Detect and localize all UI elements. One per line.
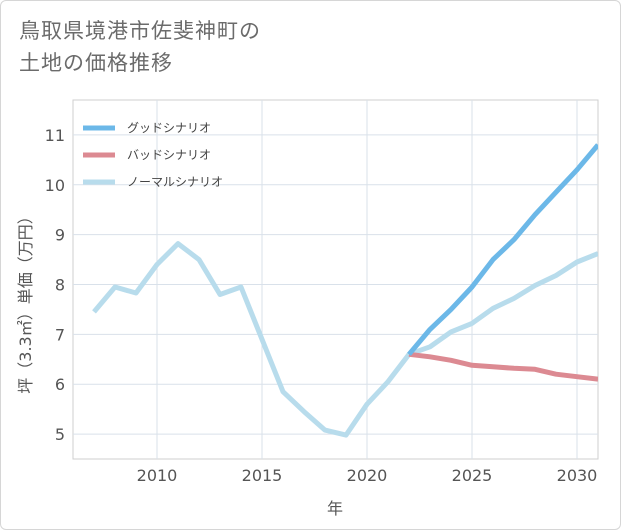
x-tick-label: 2025 bbox=[452, 466, 493, 485]
y-tick-labels: 5 6 7 8 9 10 11 bbox=[45, 126, 65, 444]
y-tick-label: 6 bbox=[55, 375, 65, 394]
y-axis-label: 坪（3.3㎡）単価（万円） bbox=[16, 208, 35, 393]
y-tick-label: 7 bbox=[55, 325, 65, 344]
y-tick-label: 5 bbox=[55, 425, 65, 444]
x-tick-labels: 2010 2015 2020 2025 2030 bbox=[137, 466, 598, 485]
series-line-1 bbox=[408, 351, 598, 382]
chart-title: 鳥取県境港市佐斐神町の 土地の価格推移 bbox=[19, 15, 439, 79]
legend-label-2: ノーマルシナリオ bbox=[127, 175, 223, 189]
x-tick-label: 2010 bbox=[137, 466, 178, 485]
x-tick-label: 2030 bbox=[557, 466, 598, 485]
y-tick-label: 8 bbox=[55, 275, 65, 294]
legend-label-1: バッドシナリオ bbox=[127, 148, 211, 162]
series-line-2 bbox=[92, 241, 598, 438]
y-tick-label: 10 bbox=[45, 176, 65, 195]
title-line-1: 鳥取県境港市佐斐神町の bbox=[19, 19, 261, 43]
series-lines bbox=[92, 143, 598, 438]
plot-area bbox=[72, 99, 599, 460]
grid-lines bbox=[73, 100, 598, 459]
legend-label-0: グッドシナリオ bbox=[127, 121, 211, 135]
x-tick-label: 2020 bbox=[347, 466, 388, 485]
title-line-2: 土地の価格推移 bbox=[19, 51, 173, 75]
series-line-0 bbox=[407, 143, 598, 356]
x-axis-label: 年 bbox=[327, 499, 343, 518]
y-tick-label: 11 bbox=[45, 126, 65, 145]
y-tick-label: 9 bbox=[55, 226, 65, 245]
x-tick-label: 2015 bbox=[242, 466, 283, 485]
